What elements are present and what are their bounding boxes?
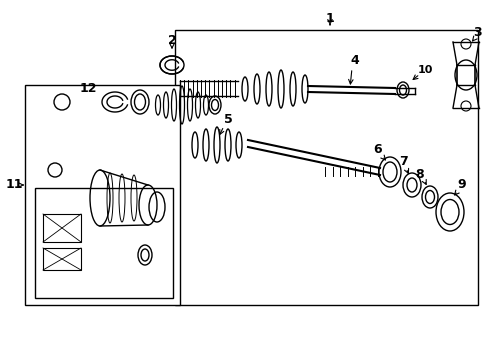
Text: 2: 2 — [167, 33, 176, 46]
Text: 3: 3 — [473, 26, 481, 39]
Text: 8: 8 — [415, 168, 424, 181]
Text: 1: 1 — [325, 12, 334, 24]
Text: 5: 5 — [223, 113, 232, 126]
Bar — [35, 188, 173, 298]
Text: 11: 11 — [5, 179, 23, 192]
Text: 10: 10 — [416, 65, 432, 75]
Text: 7: 7 — [398, 156, 407, 168]
Bar — [43, 248, 81, 270]
Bar — [175, 30, 477, 305]
Text: 12: 12 — [79, 81, 97, 94]
Text: 4: 4 — [350, 54, 359, 67]
Bar — [43, 214, 81, 242]
Text: 9: 9 — [457, 179, 466, 192]
Text: 6: 6 — [373, 144, 382, 157]
Bar — [25, 85, 180, 305]
